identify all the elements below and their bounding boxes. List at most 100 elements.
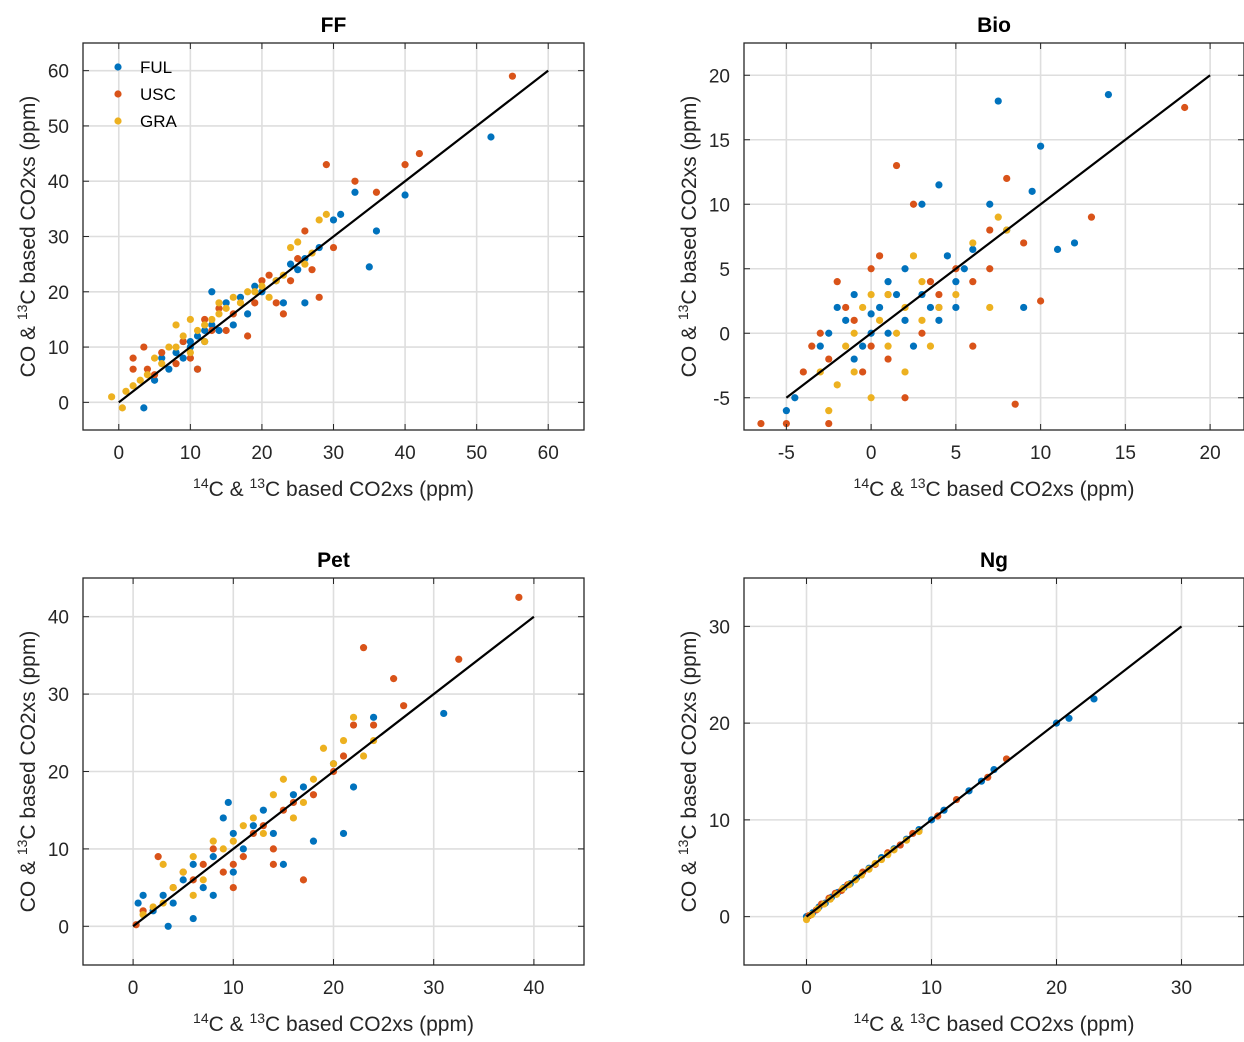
data-point-gra <box>251 288 259 296</box>
data-point-usc <box>816 329 824 337</box>
data-point-gra <box>258 282 266 290</box>
data-point-gra <box>294 238 302 246</box>
x-axis-label-sup2: 13 <box>249 475 265 491</box>
y-tick-label: 10 <box>709 811 730 832</box>
data-point-usc <box>294 255 302 263</box>
data-point-ful <box>169 899 177 907</box>
data-point-gra <box>209 837 217 845</box>
data-point-gra <box>186 349 194 357</box>
data-point-ful <box>918 200 926 208</box>
data-point-gra <box>236 299 245 307</box>
data-point-usc <box>455 655 463 663</box>
x-tick-label: -5 <box>778 443 795 464</box>
y-tick-label: 15 <box>709 131 730 152</box>
one-to-one-line <box>118 69 549 404</box>
data-point-ful <box>351 188 359 196</box>
data-point-usc <box>349 721 358 729</box>
data-point-ful <box>952 303 960 312</box>
data-point-ful <box>884 329 892 337</box>
data-point-ful <box>239 845 247 853</box>
y-tick-label: 30 <box>48 685 69 706</box>
data-point-gra <box>825 407 833 415</box>
y-tick-label: 0 <box>58 393 69 414</box>
y-tick-label: 10 <box>48 840 69 861</box>
data-point-ful <box>1028 187 1036 195</box>
data-point-ful <box>833 303 841 312</box>
y-axis-label-sup1: 13 <box>14 839 30 855</box>
data-point-ful <box>372 227 381 235</box>
data-point-ful <box>259 806 267 814</box>
data-point-usc <box>269 860 277 868</box>
x-axis-label-sup2: 13 <box>249 1010 265 1026</box>
data-point-gra <box>322 210 330 218</box>
data-point-gra <box>108 393 116 401</box>
x-axis-label-sup2: 13 <box>910 1010 926 1026</box>
legend-label-usc: USC <box>140 85 176 104</box>
data-point-gra <box>201 321 209 329</box>
data-point-usc <box>359 644 368 652</box>
data-point-ful <box>172 349 180 357</box>
x-tick-label: 10 <box>1030 443 1051 464</box>
x-axis-label-post: C based CO2xs (ppm) <box>926 1013 1135 1036</box>
data-point-usc <box>279 310 287 318</box>
data-point-ful <box>986 200 994 208</box>
data-point-ful <box>208 288 216 296</box>
data-point-ful <box>279 860 287 868</box>
data-point-ful <box>289 791 298 799</box>
legend-marker-ful <box>114 63 122 71</box>
y-tick-label: 10 <box>709 195 730 216</box>
data-point-gra <box>884 342 892 350</box>
data-point-usc <box>272 299 280 307</box>
data-point-usc <box>329 243 338 252</box>
data-point-usc <box>935 290 943 299</box>
data-point-usc <box>884 355 892 363</box>
data-point-ful <box>224 798 232 807</box>
data-point-ful <box>279 299 287 307</box>
data-point-ful <box>215 326 223 335</box>
x-axis-label-post: C based CO2xs (ppm) <box>265 478 474 501</box>
data-point-usc <box>1087 213 1096 221</box>
data-point-gra <box>867 394 875 402</box>
y-tick-label: 40 <box>48 172 69 193</box>
data-point-ful <box>189 860 197 868</box>
data-point-gra <box>286 243 295 252</box>
data-point-ful <box>208 321 216 329</box>
chart-title: FF <box>321 14 347 37</box>
data-point-ful <box>159 891 167 899</box>
x-tick-label: 10 <box>921 978 942 999</box>
data-point-usc <box>867 265 875 273</box>
data-point-ful <box>193 332 202 340</box>
legend-marker-usc <box>114 90 122 98</box>
data-point-usc <box>1181 103 1189 112</box>
data-point-usc <box>172 360 180 368</box>
data-point-ful <box>401 191 409 199</box>
data-point-gra <box>884 290 892 299</box>
x-axis-label: 14C & 13C based CO2xs (ppm) <box>193 1010 474 1036</box>
y-axis-label: CO & 13C based CO2xs (ppm) <box>14 631 40 913</box>
data-point-usc <box>969 278 977 286</box>
data-point-gra <box>169 884 177 892</box>
y-axis-label-sup1: 13 <box>14 304 30 320</box>
data-point-gra <box>918 278 926 286</box>
chart-title: Pet <box>317 549 350 572</box>
data-point-ful <box>150 376 159 384</box>
data-point-ful <box>229 829 237 838</box>
data-point-ful <box>952 278 960 286</box>
x-tick-label: 10 <box>180 443 201 464</box>
y-tick-label: 20 <box>48 283 69 304</box>
data-point-ful <box>935 316 943 324</box>
data-point-ful <box>816 342 824 350</box>
data-point-ful <box>969 245 977 253</box>
data-point-usc <box>339 752 348 760</box>
data-point-usc <box>901 394 909 402</box>
data-point-ful <box>842 316 850 324</box>
one-to-one-line <box>805 625 1183 918</box>
data-point-gra <box>969 239 977 247</box>
y-tick-label: 20 <box>709 66 730 87</box>
y-axis-label-mid: C based CO2xs (ppm) <box>678 96 701 305</box>
legend-label-ful: FUL <box>140 58 172 77</box>
data-point-gra <box>875 316 884 324</box>
data-point-usc <box>369 721 378 729</box>
x-axis-label-post: C based CO2xs (ppm) <box>926 478 1135 501</box>
